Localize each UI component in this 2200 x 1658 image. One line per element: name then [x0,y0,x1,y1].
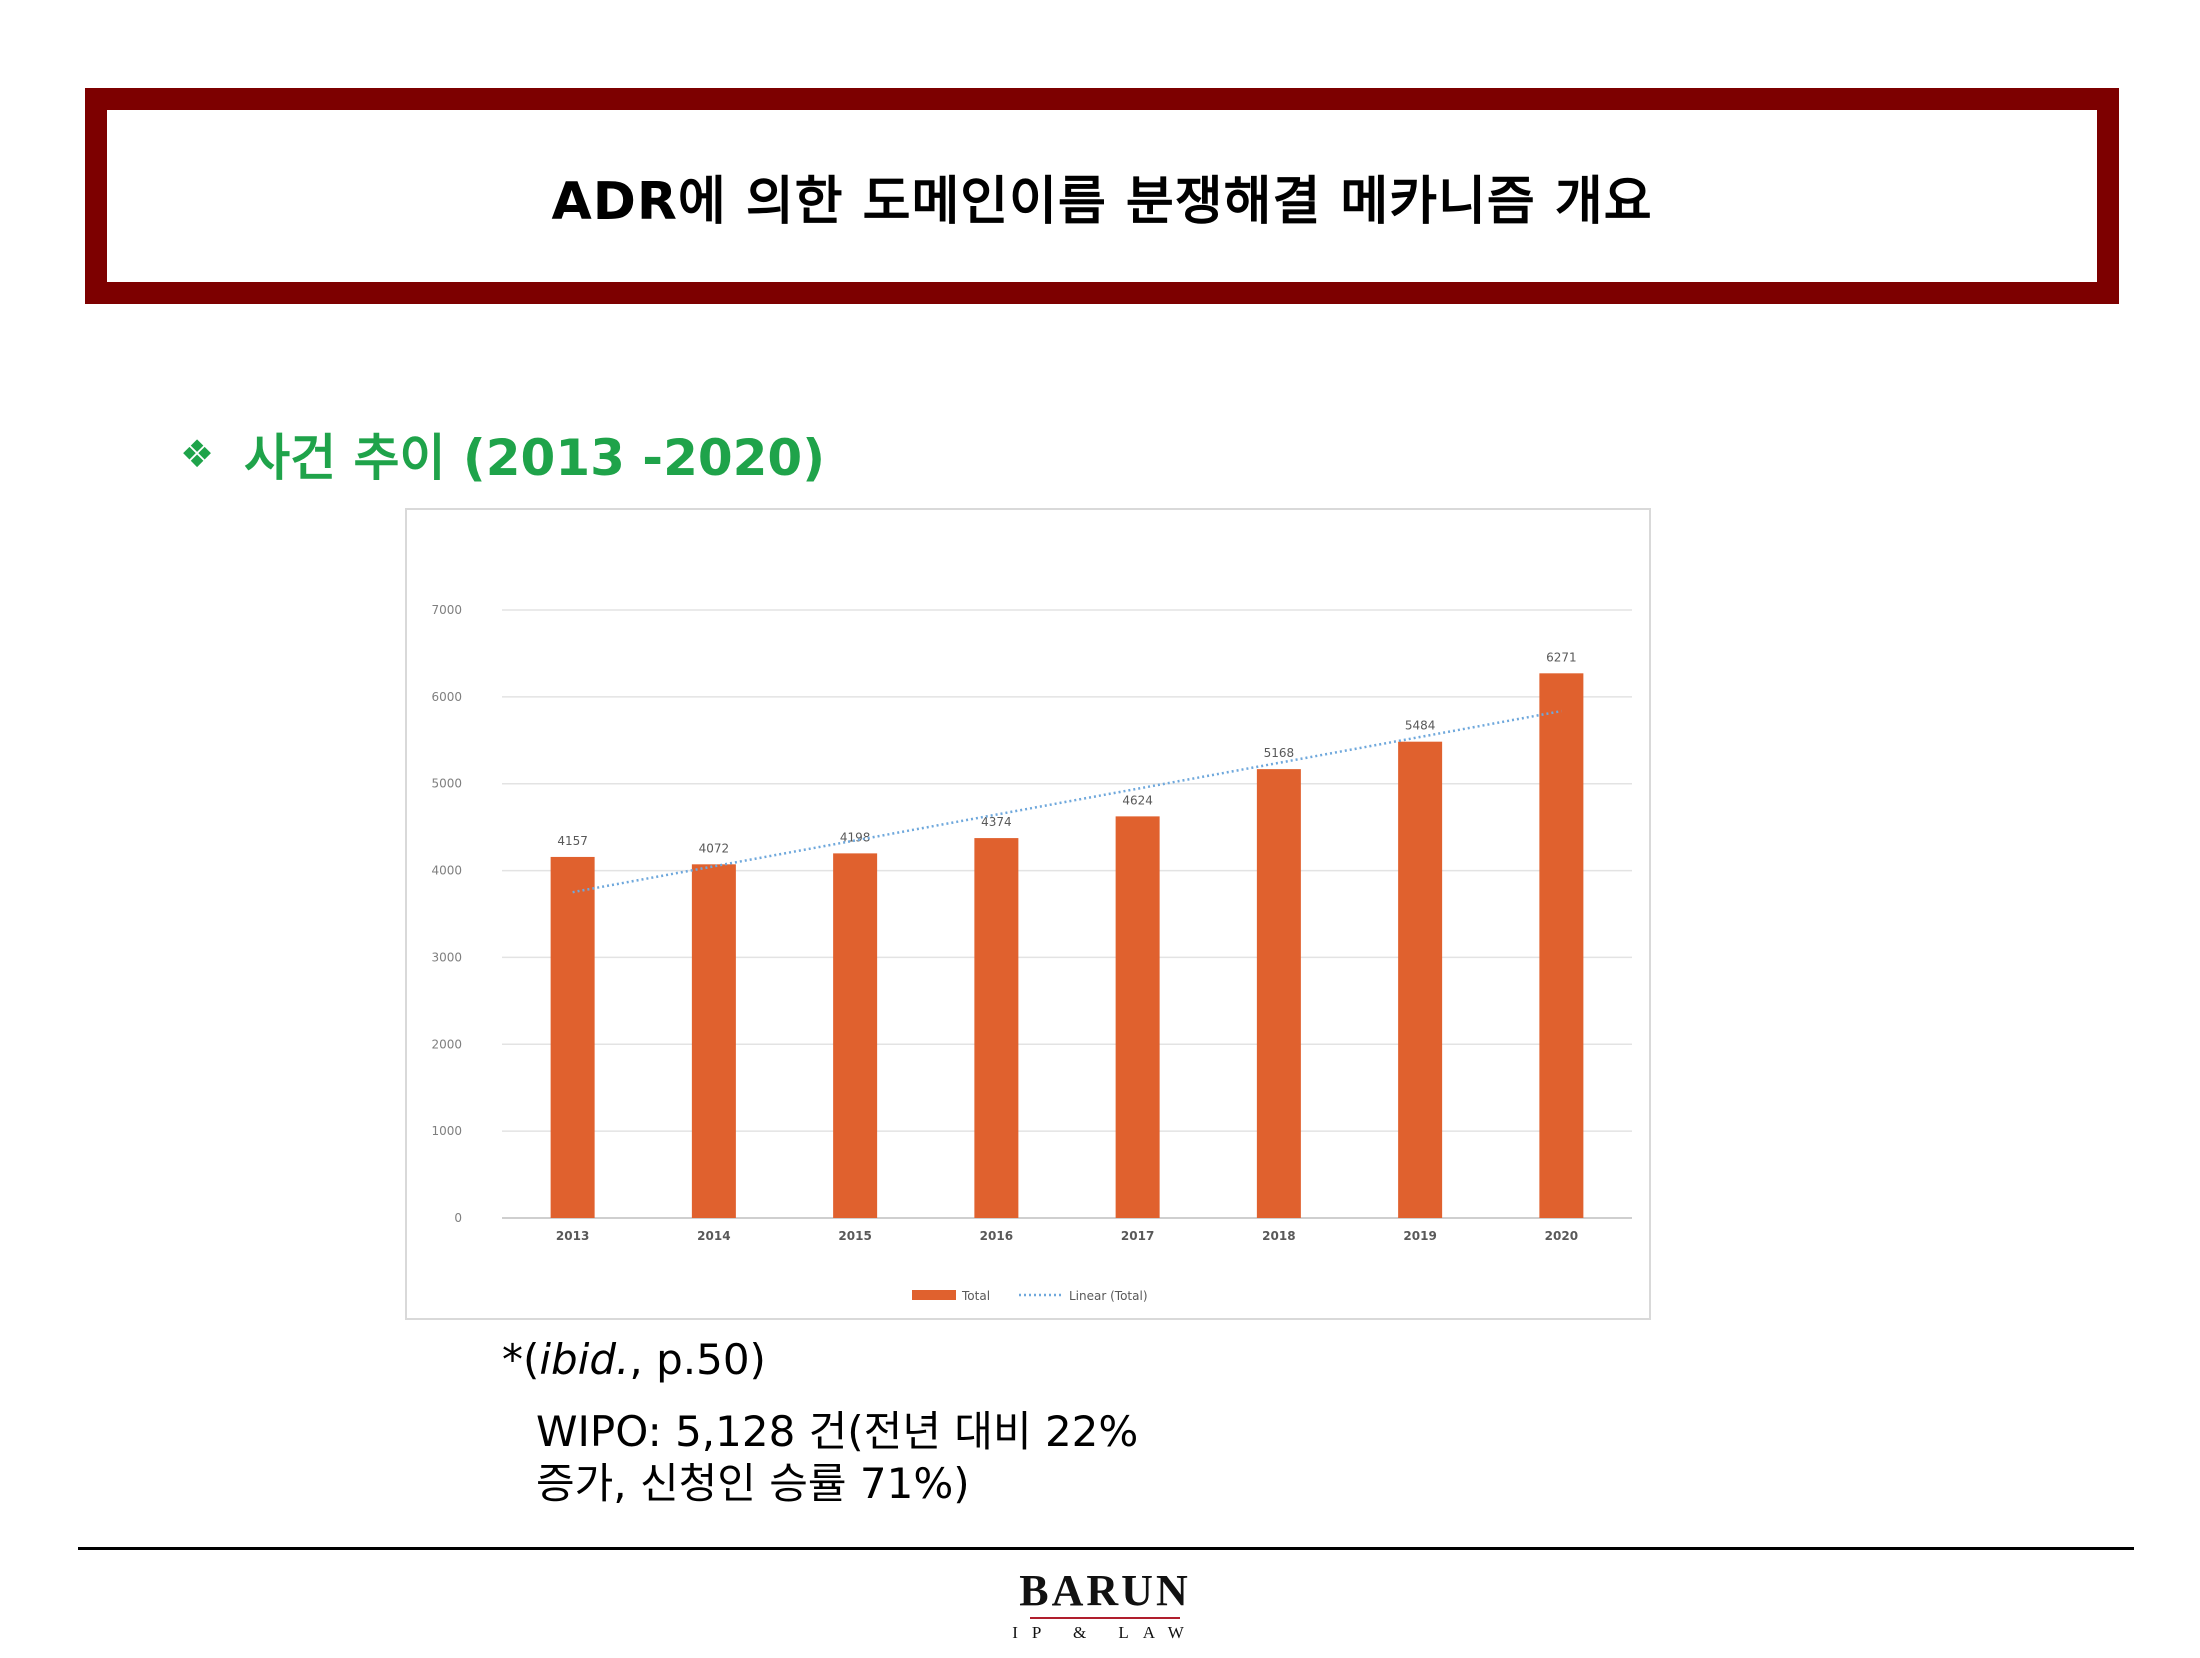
data-label: 4198 [840,830,871,844]
data-label: 4374 [981,815,1012,829]
bar [1115,816,1160,1218]
legend-label-trend: Linear (Total) [1069,1289,1148,1303]
bar [1539,673,1584,1218]
x-tick-label: 2019 [1403,1229,1436,1243]
x-tick-label: 2018 [1262,1229,1295,1243]
diamond-bullet-icon: ❖ [180,432,215,476]
y-tick-label: 4000 [431,864,462,878]
data-label: 6271 [1546,650,1577,664]
y-tick-label: 2000 [431,1037,462,1051]
barun-logo: BARUN IP & LAW [1000,1565,1210,1643]
data-label: 4157 [557,834,588,848]
logo-subtitle: IP & LAW [1012,1623,1198,1642]
data-label: 4624 [1122,793,1153,807]
bar [833,853,878,1218]
x-tick-label: 2013 [556,1229,589,1243]
y-tick-label: 7000 [431,603,462,617]
logo-rule [1030,1617,1180,1619]
data-label: 5484 [1405,719,1436,733]
legend-label-total: Total [961,1289,990,1303]
source-prefix: *( [502,1335,540,1384]
logo-name: BARUN [1019,1566,1191,1615]
y-tick-label: 6000 [431,690,462,704]
data-label: 5168 [1264,746,1295,760]
x-tick-label: 2020 [1545,1229,1578,1243]
section-heading-text: 사건 추이 (2013 -2020) [244,429,826,487]
note-line-2: 증가, 신청인 승률 71%) [536,1459,970,1508]
x-tick-label: 2014 [697,1229,730,1243]
page-title: ADR에 의한 도메인이름 분쟁해결 메카니즘 개요 [551,171,1653,232]
y-tick-label: 5000 [431,777,462,791]
title-box: ADR에 의한 도메인이름 분쟁해결 메카니즘 개요 [85,88,2119,304]
bar-chart: 0 1000 2000 3000 4000 5000 6000 7000 4157 2013 407… [431,603,1632,1303]
footer-divider [78,1547,2134,1550]
data-label: 4072 [699,841,730,855]
chart-frame: 0 1000 2000 3000 4000 5000 6000 7000 4157 2013 407… [405,508,1651,1320]
section-heading: ❖ 사건 추이 (2013 -2020) [180,418,825,490]
source-ibid: ibid. [539,1335,630,1384]
wipo-note: WIPO: 5,128 건(전년 대비 22% 증가, 신청인 승률 71%) [536,1406,1256,1510]
source-suffix: , p.50) [629,1335,766,1384]
bar [1256,769,1301,1218]
x-tick-label: 2016 [980,1229,1013,1243]
note-line-1: WIPO: 5,128 건(전년 대비 22% [536,1407,1139,1456]
x-tick-label: 2015 [838,1229,871,1243]
legend-swatch-total [912,1290,956,1300]
y-tick-label: 3000 [431,950,462,964]
bar [550,856,595,1218]
bar [691,864,736,1218]
bar [1398,741,1443,1218]
y-tick-label: 0 [454,1211,462,1225]
y-tick-label: 1000 [431,1124,462,1138]
bar [974,838,1019,1218]
source-citation: *(ibid., p.50) [502,1335,766,1384]
x-tick-label: 2017 [1121,1229,1154,1243]
